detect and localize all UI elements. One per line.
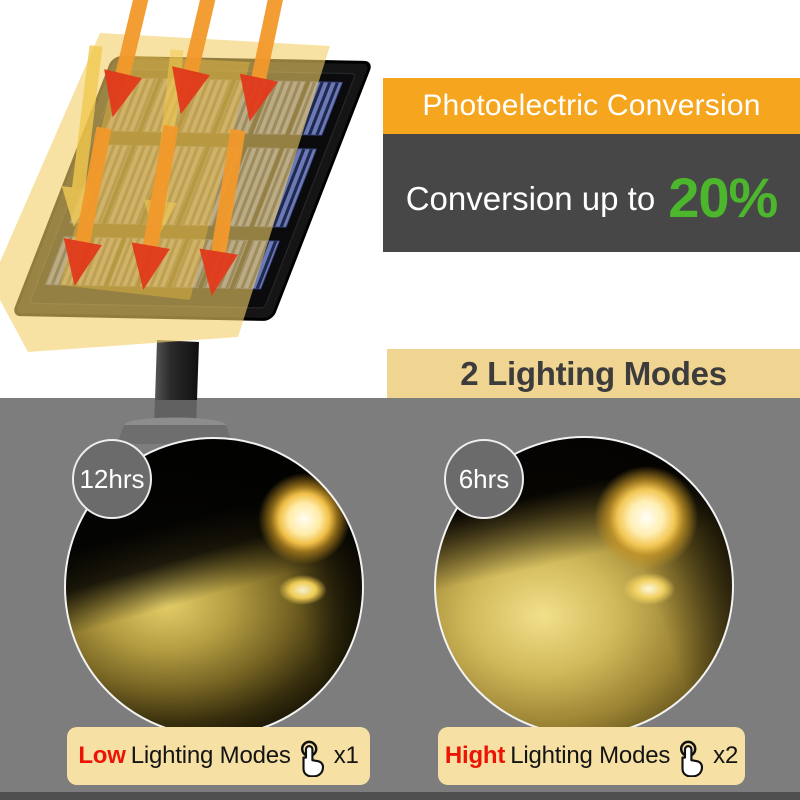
- duration-badge-high-text: 6hrs: [458, 463, 510, 494]
- panel-pole: [117, 340, 233, 444]
- mode-level-low: Low: [78, 742, 126, 769]
- tap-hand-icon: [300, 740, 324, 777]
- mode-presses-low: x1: [333, 742, 359, 769]
- banner-conversion: Conversion up to 20%: [383, 134, 800, 252]
- conversion-value-text: 20%: [668, 165, 778, 229]
- solar-panel-illustration: [0, 0, 371, 444]
- mode-presses-high: x2: [713, 742, 739, 769]
- duration-badge-low: 12hrs: [72, 439, 152, 519]
- sun-ray-arrows: [63, 0, 283, 296]
- mode-level-high: Hight: [444, 742, 506, 769]
- conversion-prefix-text: Conversion up to: [405, 180, 656, 217]
- mode-label-high: Hight Lighting Modes x2: [438, 727, 745, 785]
- mode-label-low-text: Lighting Modes: [130, 742, 291, 769]
- mode-label-low: Low Lighting Modes x1: [67, 727, 370, 785]
- tap-hand-icon: [680, 740, 704, 777]
- banner-lighting-modes: 2 Lighting Modes: [387, 349, 800, 398]
- duration-badge-high: 6hrs: [444, 439, 524, 519]
- lighting-modes-text: 2 Lighting Modes: [460, 354, 727, 392]
- duration-badge-low-text: 12hrs: [79, 463, 145, 494]
- mode-label-high-text: Lighting Modes: [510, 742, 671, 769]
- banner-photoelectric-text: Photoelectric Conversion: [422, 89, 761, 122]
- banner-photoelectric: Photoelectric Conversion: [383, 78, 800, 134]
- bottom-dark-strip: [0, 792, 800, 800]
